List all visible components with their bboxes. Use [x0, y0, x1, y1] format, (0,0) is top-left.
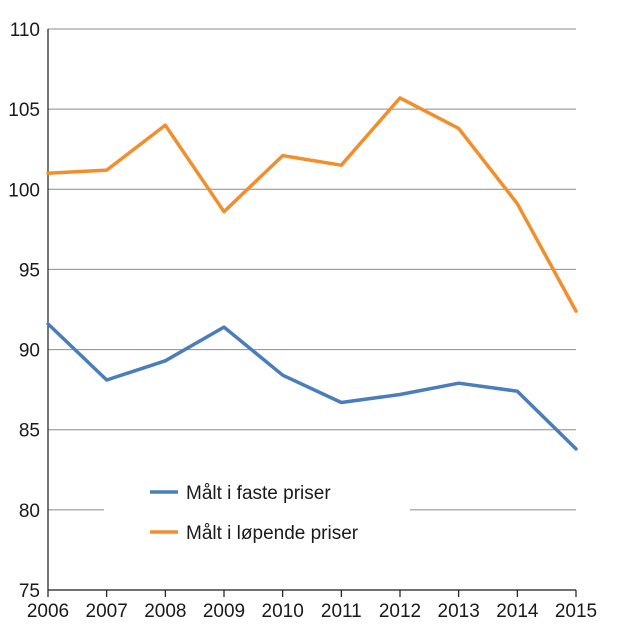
- x-tick-label: 2010: [262, 601, 304, 622]
- y-tick-label: 75: [19, 581, 40, 602]
- data-point: [574, 447, 578, 451]
- data-point: [281, 154, 284, 157]
- data-point: [164, 123, 167, 127]
- x-tick-label: 2008: [144, 601, 186, 622]
- data-point: [46, 322, 50, 326]
- data-point: [574, 309, 578, 313]
- series-line-1: [46, 322, 578, 451]
- axes: 75 80 85 90 95 100 105 110 2006 2007 2008 2009 2010 2…: [8, 20, 597, 622]
- data-point: [457, 127, 460, 130]
- data-point: [222, 325, 226, 329]
- x-tick-label: 2013: [438, 601, 480, 622]
- series-line-2: [46, 96, 578, 313]
- legend: Målt i faste priser Målt i løpende priser: [150, 483, 359, 544]
- gridlines: [48, 28, 576, 511]
- legend-label: Målt i faste priser: [186, 483, 331, 504]
- series-lines: [46, 96, 578, 451]
- y-tick-label: 80: [19, 501, 40, 522]
- x-tick-label: 2012: [379, 601, 421, 622]
- data-point: [105, 378, 108, 382]
- data-point: [105, 168, 108, 172]
- x-tick-label: 2009: [203, 601, 245, 622]
- x-tick-label: 2007: [86, 601, 128, 622]
- x-tick-label: 2014: [496, 601, 539, 622]
- data-point: [46, 172, 50, 175]
- legend-label: Målt i løpende priser: [186, 523, 359, 544]
- data-point: [516, 390, 519, 393]
- data-point: [222, 210, 226, 213]
- data-point: [398, 96, 402, 100]
- data-point: [281, 374, 284, 377]
- data-point: [340, 401, 343, 404]
- y-tick-label: 100: [8, 180, 40, 201]
- data-point: [340, 164, 343, 167]
- data-point: [457, 382, 460, 385]
- data-point: [398, 393, 402, 396]
- x-tick-label: 2006: [27, 601, 69, 622]
- y-tick-label: 85: [19, 421, 40, 442]
- y-tick-label: 110: [10, 20, 40, 41]
- y-tick-label: 95: [19, 260, 40, 281]
- y-tick-label: 90: [19, 341, 40, 362]
- y-tick-label: 105: [8, 100, 40, 121]
- x-tick-label: 2011: [321, 601, 362, 622]
- data-point: [516, 202, 519, 205]
- x-tick-label: 2015: [555, 601, 597, 622]
- data-point: [164, 359, 167, 362]
